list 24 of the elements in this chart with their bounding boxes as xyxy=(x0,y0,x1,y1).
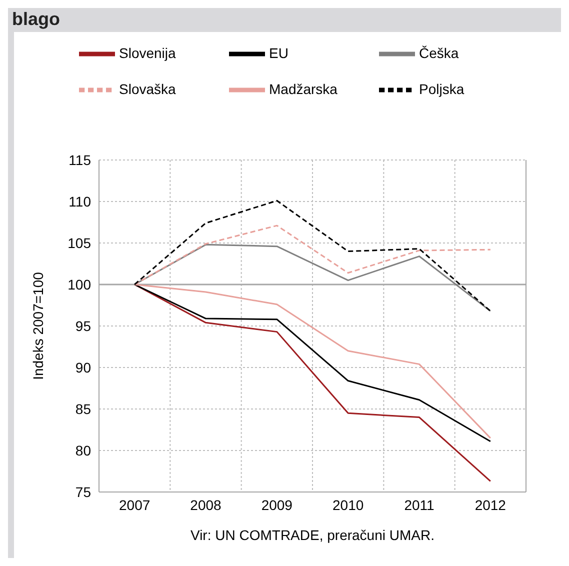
x-tick-label: 2008 xyxy=(190,496,222,513)
chart-title: blago xyxy=(12,8,60,30)
y-tick-label: 100 xyxy=(68,276,92,292)
y-tick-label: 85 xyxy=(75,400,92,417)
legend-label: EU xyxy=(269,44,290,62)
y-tick-label: 95 xyxy=(75,318,92,334)
legend-label: Madžarska xyxy=(269,80,338,98)
text: Vir: UN COMTRADE, preračuni UMAR. xyxy=(190,527,435,543)
legend-label: Poljska xyxy=(419,80,466,98)
legend-label: Slovaška xyxy=(119,80,177,98)
x-tick-label: 2007 xyxy=(119,496,150,513)
y-tick-label: 90 xyxy=(75,359,92,376)
x-tick-label: 2010 xyxy=(332,496,364,513)
y-tick-label: 110 xyxy=(68,193,92,210)
legend-label: Slovenija xyxy=(119,44,177,62)
legend-label: Češka xyxy=(419,44,460,62)
y-axis-title: Indeks 2007=100 xyxy=(30,272,46,380)
y-tick-label: 75 xyxy=(75,484,92,500)
y-tick-label: 115 xyxy=(68,152,92,168)
x-tick-label: 2009 xyxy=(261,496,293,513)
y-tick-label: 105 xyxy=(68,234,92,251)
x-tick-label: 2011 xyxy=(404,496,435,513)
y-tick-label: 80 xyxy=(75,442,92,458)
x-tick-label: 2012 xyxy=(474,496,506,513)
